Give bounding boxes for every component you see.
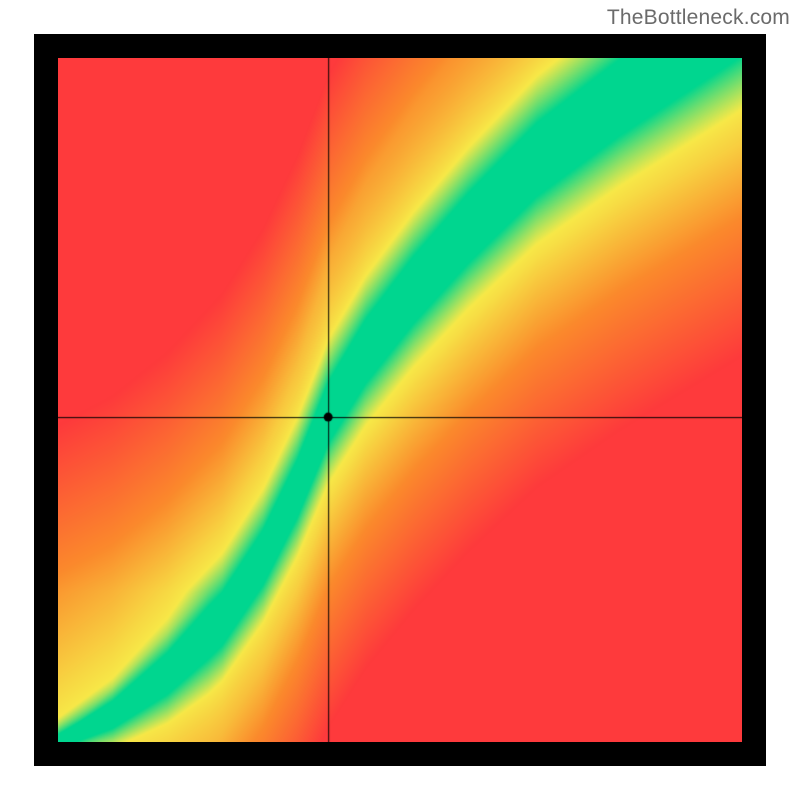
page-container: TheBottleneck.com — [0, 0, 800, 800]
heatmap-canvas — [58, 58, 742, 742]
heatmap-plot — [58, 58, 742, 742]
chart-outer-frame — [34, 34, 766, 766]
watermark-text: TheBottleneck.com — [607, 6, 790, 30]
